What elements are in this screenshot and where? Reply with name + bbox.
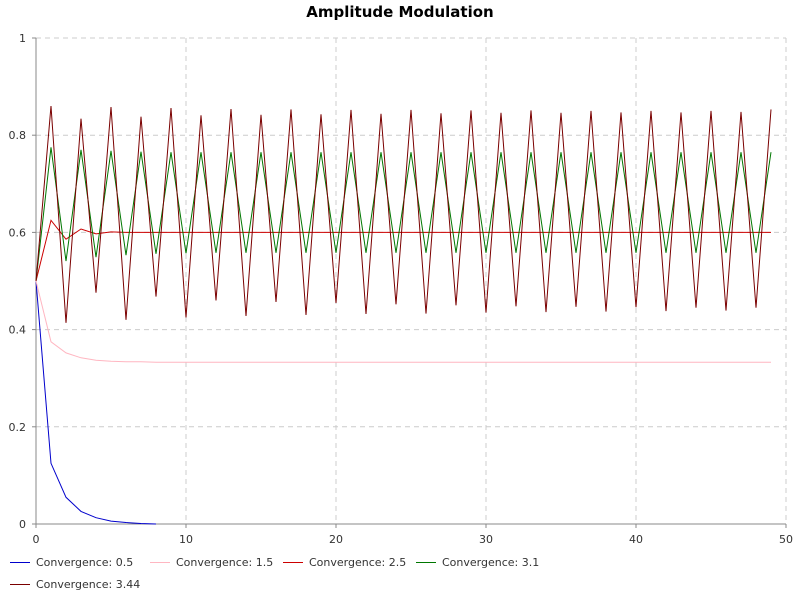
chart-legend: Convergence: 0.5 Convergence: 1.5 Converge… xyxy=(0,553,800,598)
series-line-3 xyxy=(35,219,771,282)
axes xyxy=(32,37,787,528)
line-chart: 0 10 20 30 40 50 0 0.2 0.4 0.6 0.8 1 xyxy=(9,32,794,546)
chart-title: Amplitude Modulation xyxy=(306,3,494,21)
legend-swatch xyxy=(150,561,170,563)
legend-swatch xyxy=(10,561,30,563)
y-tick-label: 0.8 xyxy=(9,129,27,142)
legend-swatch xyxy=(416,561,436,563)
series-group xyxy=(35,105,772,525)
legend-item-3: Convergence: 2.5 xyxy=(283,553,406,571)
y-tick-label: 0.6 xyxy=(9,226,27,239)
x-tick-label: 30 xyxy=(479,533,493,546)
series-line-1 xyxy=(35,280,157,525)
tick-labels: 0 10 20 30 40 50 0 0.2 0.4 0.6 0.8 1 xyxy=(9,32,794,546)
y-tick-label: 0.4 xyxy=(9,324,27,337)
series-line-4 xyxy=(35,147,772,282)
legend-item-4: Convergence: 3.1 xyxy=(416,553,539,571)
x-tick-label: 40 xyxy=(629,533,643,546)
x-tick-label: 50 xyxy=(779,533,793,546)
legend-label: Convergence: 0.5 xyxy=(36,555,134,569)
y-tick-label: 0.2 xyxy=(9,421,27,434)
y-tick-label: 0 xyxy=(19,518,26,531)
legend-label: Convergence: 2.5 xyxy=(309,555,407,569)
legend-swatch xyxy=(283,561,303,563)
grid xyxy=(36,37,787,524)
legend-item-1: Convergence: 0.5 xyxy=(10,553,133,571)
x-tick-label: 0 xyxy=(33,533,40,546)
series-line-5 xyxy=(35,105,772,323)
x-tick-label: 10 xyxy=(179,533,193,546)
x-tick-label: 20 xyxy=(329,533,343,546)
y-tick-label: 1 xyxy=(19,32,26,45)
legend-item-2: Convergence: 1.5 xyxy=(150,553,273,571)
series-line-2 xyxy=(35,280,771,363)
legend-label: Convergence: 1.5 xyxy=(176,555,274,569)
legend-item-5: Convergence: 3.44 xyxy=(10,575,140,593)
legend-swatch xyxy=(10,583,30,585)
legend-label: Convergence: 3.44 xyxy=(36,577,141,591)
legend-label: Convergence: 3.1 xyxy=(442,555,540,569)
